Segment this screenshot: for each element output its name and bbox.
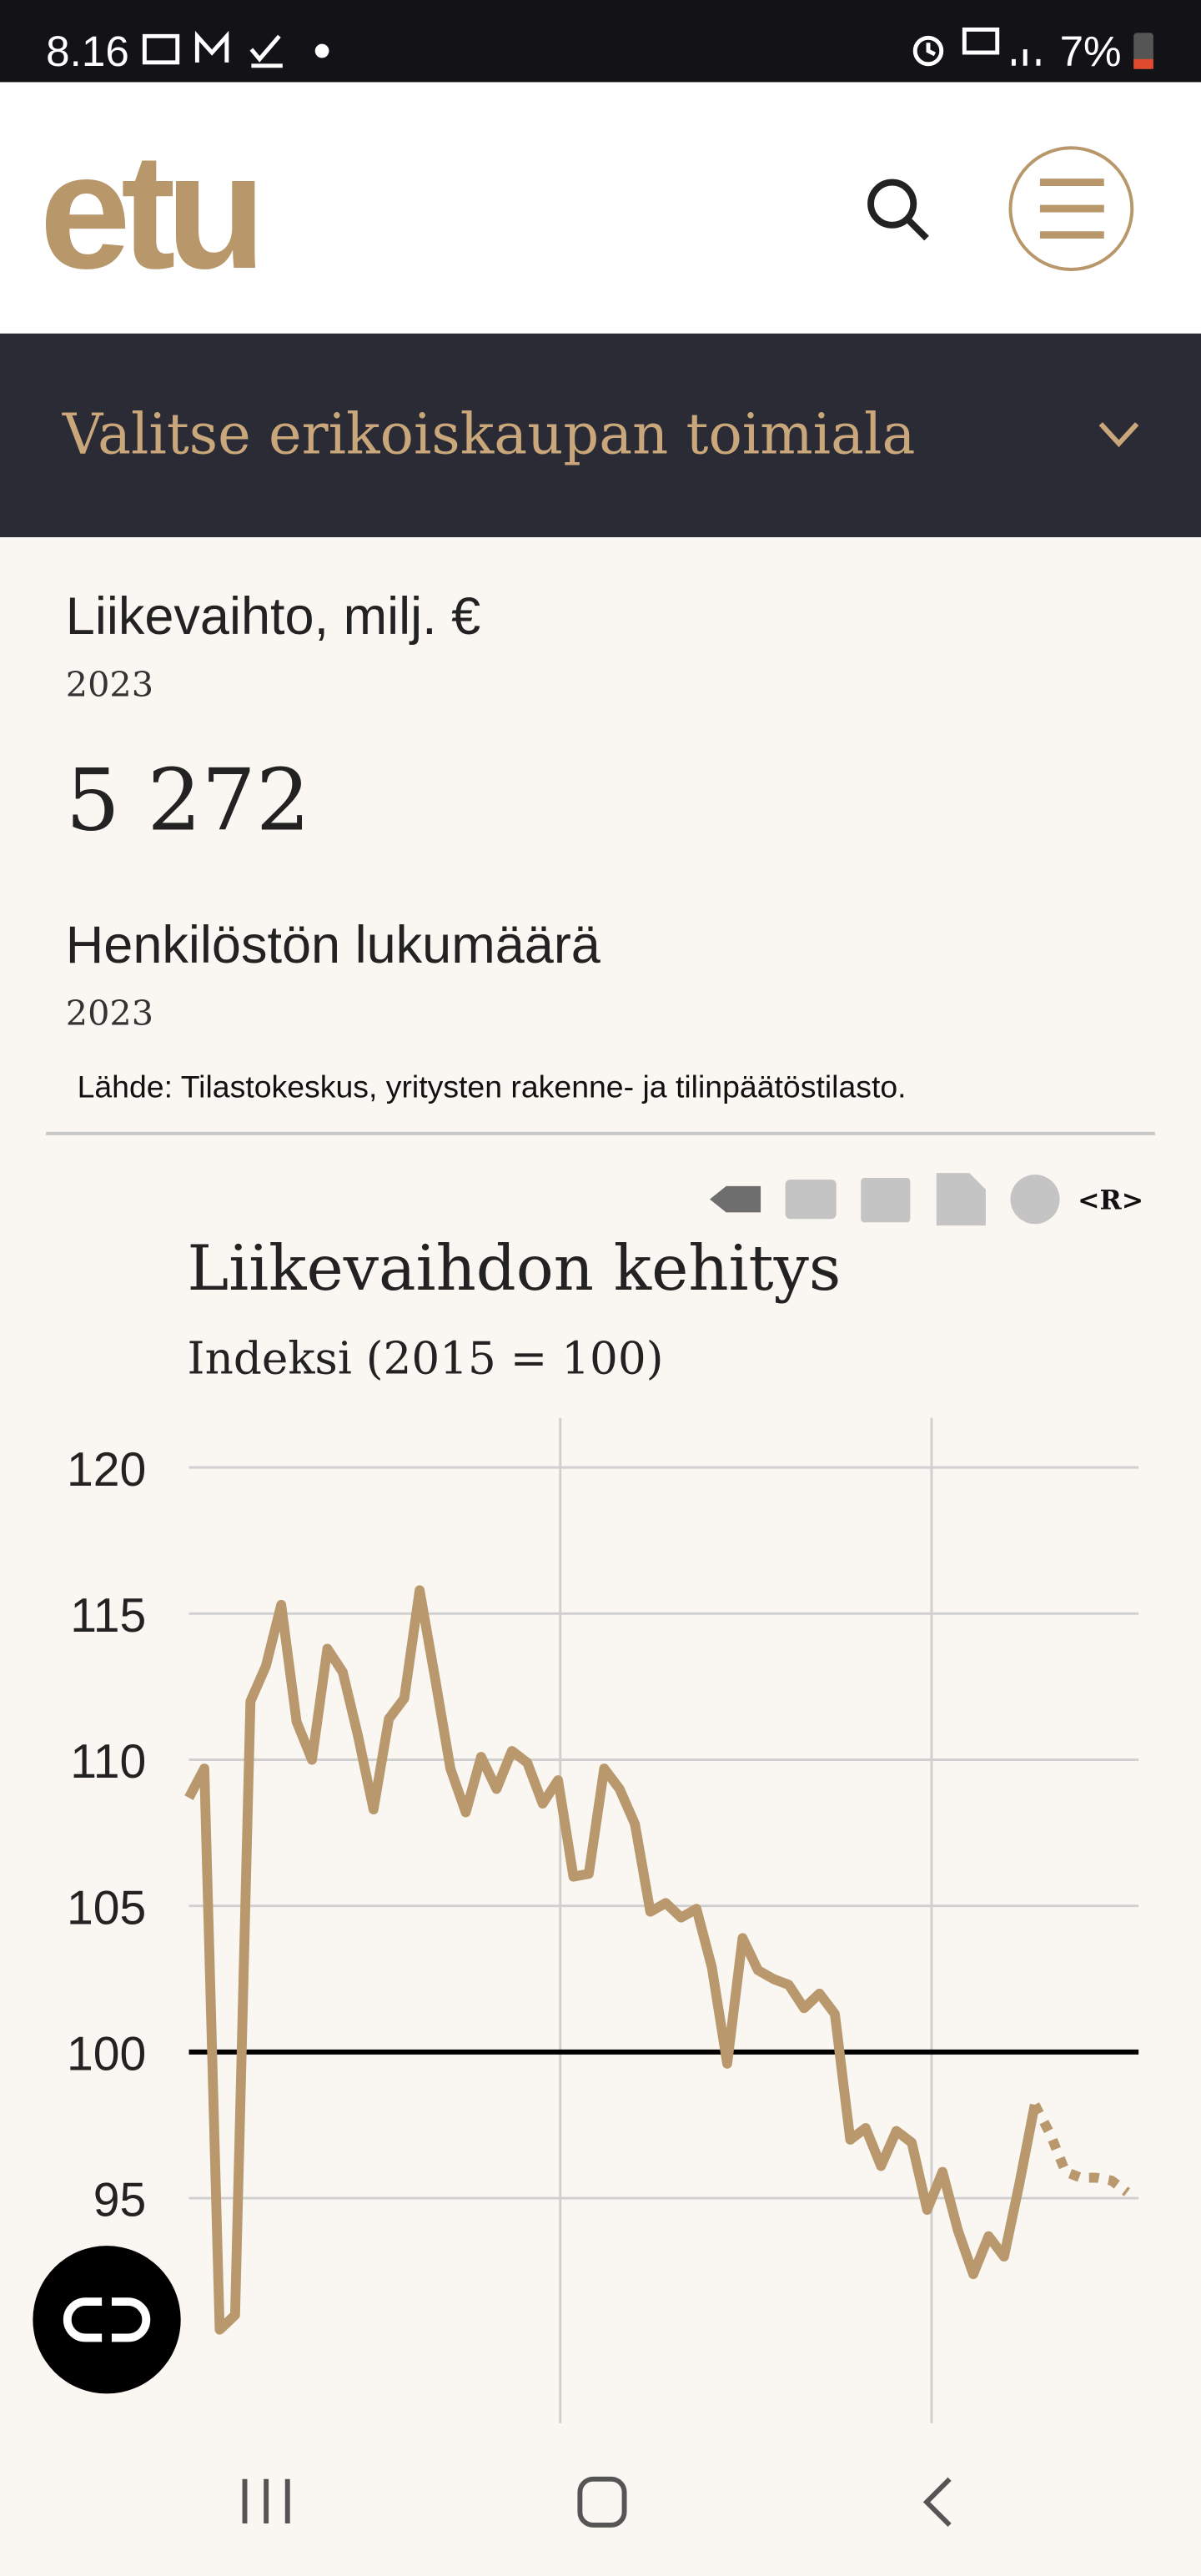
y-tick-label: 95 (93, 2174, 147, 2227)
stat-label: Liikevaihto, milj. € (66, 587, 480, 646)
stat-year: 2023 (66, 994, 153, 1034)
y-tick-label: 110 (70, 1735, 146, 1789)
stat-year: 2023 (66, 665, 153, 705)
nav-home[interactable] (577, 2476, 627, 2528)
chart-title: Liikevaihdon kehitys (188, 1232, 842, 1305)
nav-back[interactable] (922, 2477, 952, 2528)
status-battery: 7% (1060, 28, 1122, 75)
data-line (1030, 2102, 1130, 2196)
status-time: 8.16 (46, 28, 129, 75)
stat-value: 5 272 (66, 752, 310, 851)
nav-recent[interactable] (242, 2478, 290, 2523)
stat-label: Henkilöstön lukumäärä (66, 916, 601, 974)
nav-bar (0, 2428, 1201, 2576)
data-line (184, 1585, 1040, 2335)
dropdown-label[interactable]: Valitse erikoiskaupan toimiala (62, 402, 916, 467)
y-tick-label: 105 (67, 1881, 146, 1935)
search-icon[interactable] (867, 179, 929, 241)
r-export[interactable]: <R> (1078, 1185, 1143, 1215)
dropdown[interactable] (0, 333, 1201, 537)
chart-subtitle: Indeksi (2015 = 100) (188, 1332, 664, 1384)
header[interactable] (0, 82, 1201, 334)
toolbar-icon[interactable] (1010, 1175, 1060, 1225)
toolbar-icon[interactable] (861, 1178, 911, 1223)
battery-level (1133, 58, 1153, 69)
chart-toolbar (709, 1173, 1060, 1226)
source-note: Lähde: Tilastokeskus, yritysten rakenne-… (78, 1069, 907, 1104)
y-tick-label: 100 (67, 2028, 146, 2081)
plot-area: 95 100 105 110 115 120 (67, 1443, 1139, 2335)
toolbar-icon[interactable] (709, 1185, 761, 1213)
status-bar (0, 0, 1201, 83)
status-icons (142, 27, 1041, 68)
logo[interactable]: etu (39, 119, 266, 303)
y-tick-label: 120 (67, 1443, 146, 1497)
menu-button[interactable] (1008, 146, 1134, 271)
dropdown-chevron[interactable] (1098, 422, 1139, 448)
toolbar-icon[interactable] (785, 1180, 837, 1220)
toolbar-icon[interactable] (936, 1173, 986, 1226)
floating-button[interactable] (33, 2246, 181, 2394)
y-tick-label: 115 (70, 1589, 146, 1643)
